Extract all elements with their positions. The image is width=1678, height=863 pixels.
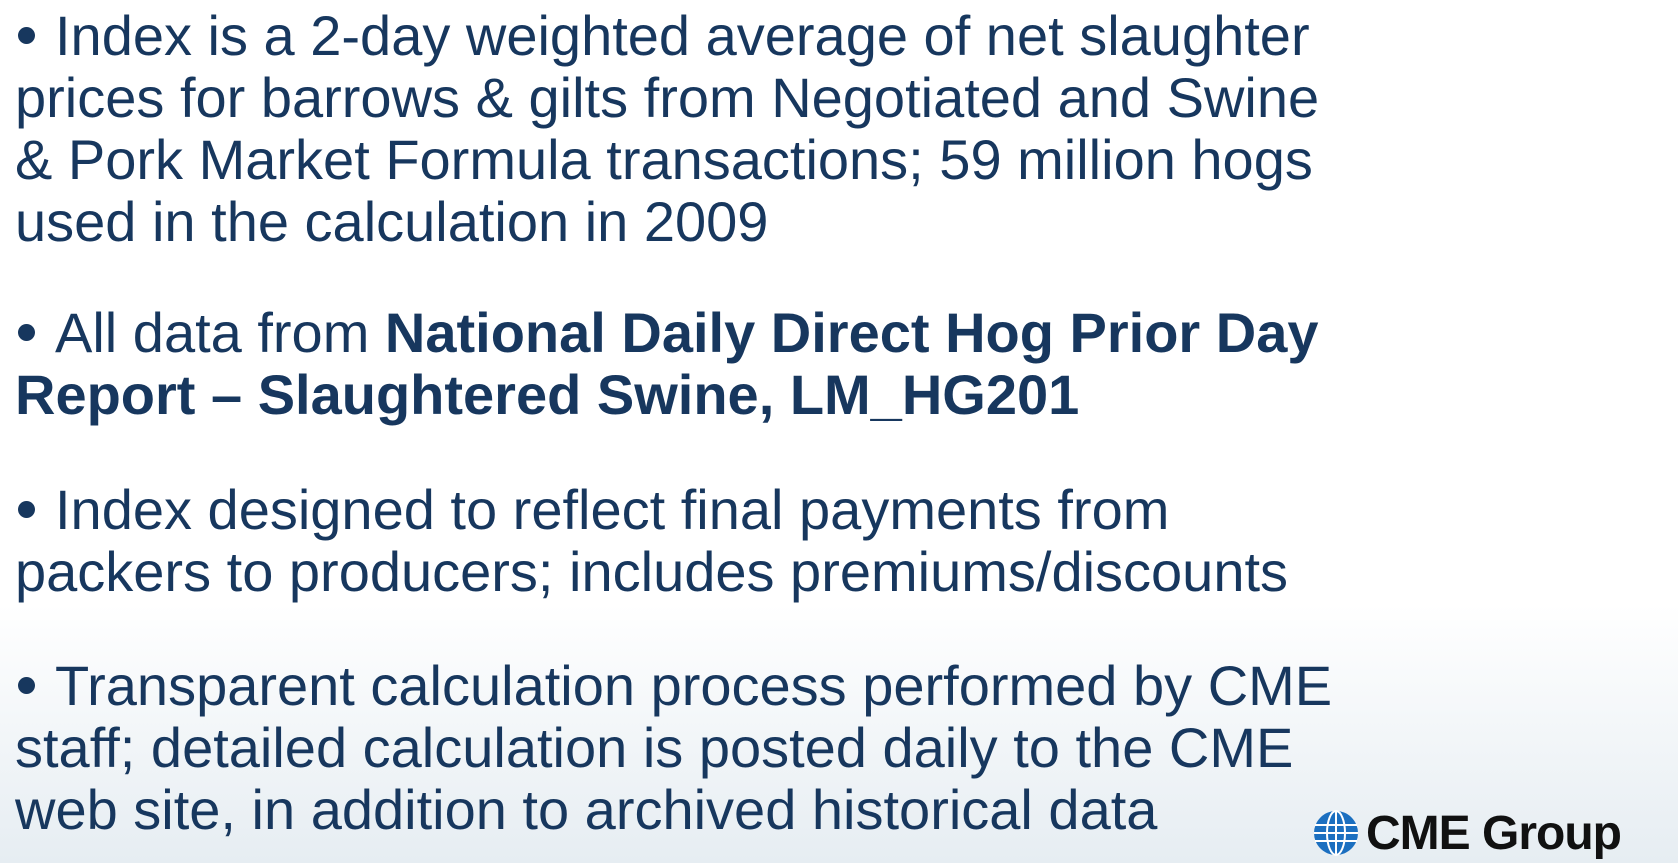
bullet-line: Index is a 2-day weighted average of net… <box>15 5 1310 67</box>
logo: CME Group <box>1312 805 1622 861</box>
bullet-line: web site, in addition to archived histor… <box>15 779 1157 841</box>
bullet-line: All data from National Daily Direct Hog … <box>15 302 1318 364</box>
bullet-text: & Pork Market Formula transactions; 59 m… <box>15 128 1313 191</box>
bullet-text: packers to producers; includes premiums/… <box>15 540 1289 603</box>
bullet-text: web site, in addition to archived histor… <box>15 778 1158 841</box>
bullet-text: All data from <box>55 301 385 364</box>
bullet-dot <box>18 323 35 341</box>
bullet-line: used in the calculation in 2009 <box>15 191 768 253</box>
bullet-bold-text: Report – Slaughtered Swine, LM_HG201 <box>15 363 1080 426</box>
bullet-line: Index designed to reflect final payments… <box>15 479 1169 541</box>
bullet-bold-text: National Daily Direct Hog Prior Day <box>384 301 1319 364</box>
bullet-line: staff; detailed calculation is posted da… <box>15 717 1293 779</box>
bullet-text: used in the calculation in 2009 <box>15 190 769 253</box>
bullet-line: packers to producers; includes premiums/… <box>15 541 1288 603</box>
logo-text: CME Group <box>1366 806 1622 860</box>
bullet-line: Transparent calculation process performe… <box>15 655 1332 717</box>
bullet-text: staff; detailed calculation is posted da… <box>15 716 1294 779</box>
bullet-dot <box>18 500 35 518</box>
bullet-line: & Pork Market Formula transactions; 59 m… <box>15 129 1313 191</box>
bullet-text: Index is a 2-day weighted average of net… <box>55 4 1310 67</box>
bullet-text: Index designed to reflect final payments… <box>55 478 1170 541</box>
bullet-dot <box>18 676 35 694</box>
bullet-line: prices for barrows & gilts from Negotiat… <box>15 67 1319 129</box>
bullet-text: Transparent calculation process performe… <box>55 654 1333 717</box>
logo-globe <box>1314 810 1358 856</box>
bullet-line: Report – Slaughtered Swine, LM_HG201 <box>15 364 1079 426</box>
bullet-text: prices for barrows & gilts from Negotiat… <box>15 66 1320 129</box>
bullet-dot <box>18 26 35 44</box>
